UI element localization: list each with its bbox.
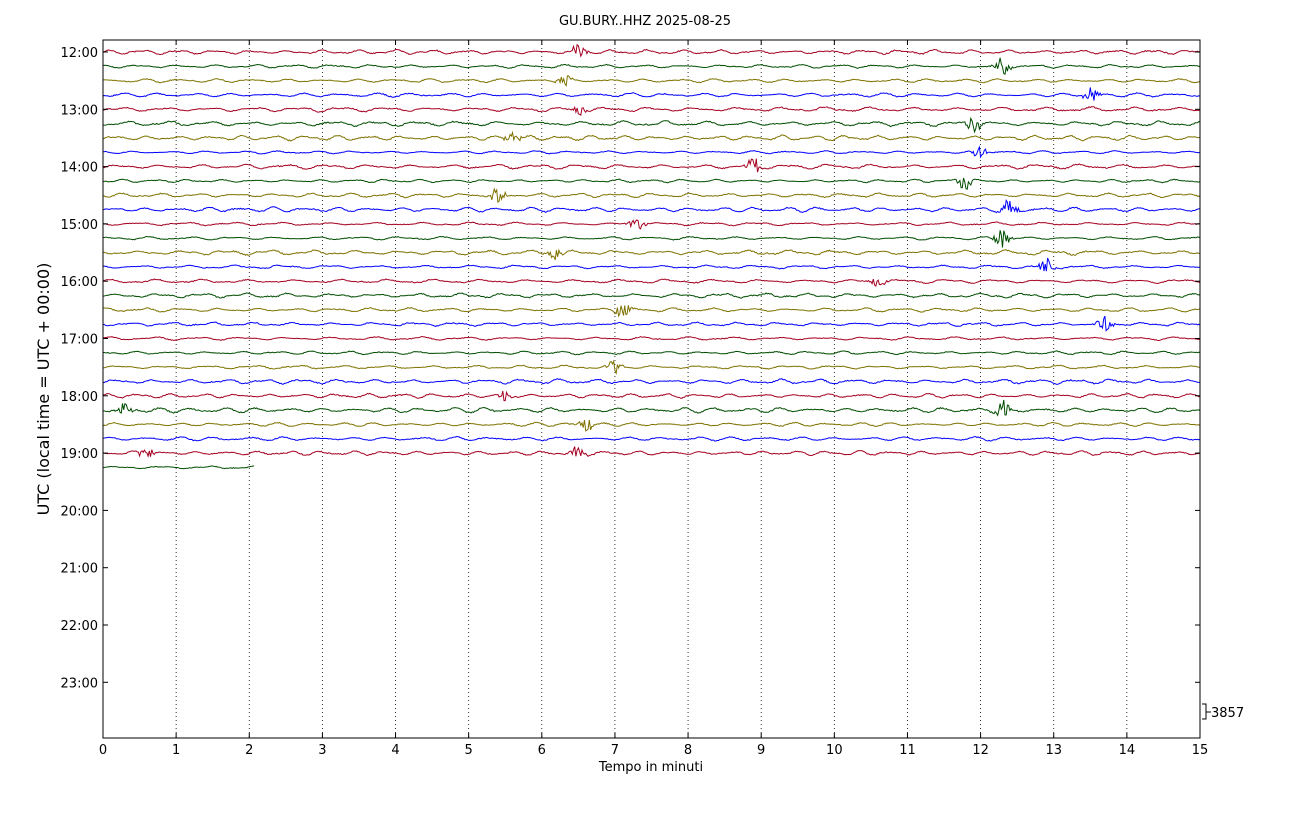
x-tick-label: 10 [826, 743, 843, 758]
plot-frame [102, 39, 1201, 739]
trace-line [102, 336, 1201, 342]
trace-line [102, 43, 1201, 58]
trace-line [102, 390, 1201, 402]
y-tick-label: 13:00 [61, 103, 98, 118]
trace-line [102, 145, 1201, 159]
trace-line [102, 198, 1201, 214]
x-tick-label: 12 [972, 743, 989, 758]
trace-line [102, 158, 1201, 173]
trace-line [102, 378, 1201, 385]
x-tick-label: 3 [318, 743, 326, 758]
trace-line [102, 315, 1201, 332]
trace-line [102, 435, 1201, 442]
trace-line [102, 257, 1201, 272]
x-axis-label: Tempo in minuti [598, 760, 703, 775]
x-tick-label: 13 [1045, 743, 1062, 758]
x-tick-label: 6 [538, 743, 546, 758]
y-tick-label: 23:00 [61, 676, 98, 691]
y-tick-label: 12:00 [61, 46, 98, 61]
x-tick-label: 8 [684, 743, 692, 758]
x-tick-label: 1 [172, 743, 180, 758]
trace-line [102, 446, 1201, 458]
y-tick-label: 22:00 [61, 619, 98, 634]
x-axis-ticks: 0 1 2 3 4 5 6 7 8 9 10 11 12 13 14 15 [99, 40, 1208, 758]
x-tick-label: 0 [99, 743, 107, 758]
seismic-traces [102, 43, 1201, 470]
x-tick-label: 2 [245, 743, 253, 758]
y-tick-label: 17:00 [61, 333, 98, 348]
trace-line [102, 105, 1201, 116]
trace-line [102, 87, 1201, 101]
y-axis-ticks: 12:00 13:00 14:00 15:00 16:00 17:00 18:00 19:00… [61, 46, 1200, 691]
scale-label: 3857 [1211, 706, 1244, 721]
trace-line [102, 419, 1201, 432]
y-tick-label: 20:00 [61, 504, 98, 519]
chart-title: GU.BURY..HHZ 2025-08-25 [559, 14, 731, 29]
x-tick-label: 11 [899, 743, 916, 758]
trace-line [102, 75, 1201, 87]
trace-line [102, 248, 1201, 261]
trace-line [102, 465, 255, 470]
x-tick-label: 7 [611, 743, 619, 758]
trace-line [102, 130, 1201, 142]
vertical-grid [175, 40, 1128, 738]
x-tick-label: 5 [465, 743, 473, 758]
y-tick-label: 16:00 [61, 275, 98, 290]
scale-bar: 3857 [1202, 703, 1244, 721]
x-tick-label: 15 [1192, 743, 1209, 758]
y-tick-label: 14:00 [61, 161, 98, 176]
trace-line [102, 116, 1201, 134]
trace-line [103, 399, 1201, 417]
trace-line [103, 350, 1201, 356]
y-axis-label: UTC (local time = UTC + 00:00) [34, 263, 53, 516]
trace-line [102, 57, 1201, 75]
x-tick-label: 14 [1119, 743, 1136, 758]
trace-line [102, 305, 1201, 318]
y-tick-label: 21:00 [61, 562, 98, 577]
trace-line [103, 230, 1201, 248]
y-tick-label: 18:00 [61, 390, 98, 405]
y-tick-label: 15:00 [61, 218, 98, 233]
trace-line [102, 292, 1201, 299]
trace-line [102, 359, 1201, 375]
trace-line [103, 278, 1201, 288]
x-tick-label: 9 [757, 743, 765, 758]
y-tick-label: 19:00 [61, 447, 98, 462]
x-tick-label: 4 [391, 743, 399, 758]
trace-line [102, 187, 1201, 203]
trace-line [102, 219, 1201, 230]
trace-line [102, 177, 1201, 190]
